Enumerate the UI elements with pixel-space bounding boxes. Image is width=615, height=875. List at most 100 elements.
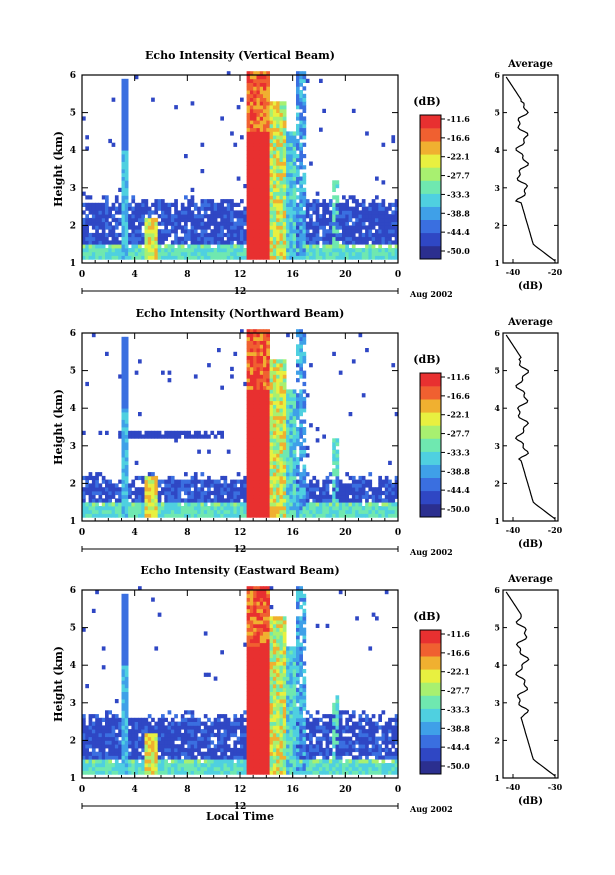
heatmap-cell bbox=[249, 479, 254, 484]
heatmap-cell bbox=[266, 487, 270, 492]
heatmap-cell bbox=[203, 721, 208, 726]
heatmap-cell bbox=[233, 210, 238, 215]
heatmap-cell bbox=[138, 717, 142, 722]
heatmap-cell bbox=[342, 255, 346, 260]
heatmap-cell bbox=[180, 217, 185, 223]
colorbar-frame bbox=[419, 114, 442, 260]
heatmap-cell bbox=[259, 665, 264, 670]
heatmap-cell bbox=[108, 248, 112, 253]
heatmap-cell bbox=[335, 509, 340, 514]
heatmap-cell bbox=[302, 97, 307, 102]
heatmap-cell bbox=[269, 363, 274, 368]
heatmap-cell bbox=[279, 506, 284, 511]
heatmap-cell bbox=[328, 240, 333, 245]
heatmap-cell bbox=[217, 513, 221, 518]
heatmap-cell bbox=[240, 479, 244, 484]
heatmap-cell bbox=[328, 199, 333, 204]
heatmap-cell bbox=[124, 770, 129, 775]
heatmap-cell bbox=[259, 453, 264, 458]
heatmap-cell bbox=[246, 225, 251, 230]
heatmap-cell bbox=[174, 229, 178, 234]
heatmap-cell bbox=[141, 240, 145, 245]
heatmap-cell bbox=[164, 725, 168, 730]
heatmap-cell bbox=[263, 146, 267, 151]
heatmap-cell bbox=[138, 202, 142, 207]
heatmap-cell bbox=[200, 494, 205, 499]
heatmap-cell bbox=[128, 759, 132, 764]
heatmap-cell bbox=[263, 509, 267, 514]
heatmap-cell bbox=[279, 108, 284, 113]
heatmap-cell bbox=[296, 210, 300, 215]
heatmap-cell bbox=[220, 759, 224, 764]
heatmap-cell bbox=[124, 236, 129, 241]
heatmap-cell bbox=[217, 725, 221, 730]
heatmap-cell bbox=[243, 766, 247, 771]
heatmap-cell bbox=[138, 770, 142, 775]
heatmap-cell bbox=[279, 251, 284, 256]
heatmap-cell bbox=[98, 206, 103, 211]
heatmap-cell bbox=[286, 434, 290, 439]
heatmap-cell bbox=[309, 487, 313, 492]
heatmap-cell bbox=[105, 763, 109, 768]
heatmap-cell bbox=[114, 759, 119, 764]
heatmap-cell bbox=[128, 214, 132, 219]
heatmap-cell bbox=[210, 255, 215, 260]
heatmap-cell bbox=[217, 759, 221, 764]
heatmap-cell bbox=[348, 214, 353, 219]
heatmap-cell bbox=[203, 225, 208, 230]
heatmap-cell bbox=[276, 236, 280, 241]
heatmap-cell bbox=[91, 732, 96, 738]
heatmap-cell bbox=[299, 142, 303, 147]
heatmap-cell bbox=[124, 419, 129, 424]
heatmap-cell bbox=[322, 225, 326, 230]
heatmap-cell bbox=[121, 127, 126, 132]
heatmap-cell bbox=[91, 475, 96, 481]
panel-2: Echo Intensity (Eastward Beam)123456Heig… bbox=[52, 564, 563, 823]
heatmap-cell bbox=[236, 736, 241, 741]
heatmap-cell bbox=[134, 370, 139, 375]
heatmap-cell bbox=[108, 513, 112, 518]
heatmap-cell bbox=[121, 229, 126, 234]
heatmap-cell bbox=[91, 744, 96, 749]
heatmap-cell bbox=[118, 766, 122, 771]
heatmap-cell bbox=[286, 400, 290, 405]
heatmap-cell bbox=[151, 244, 155, 249]
heatmap-cell bbox=[121, 627, 126, 632]
heatmap-cell bbox=[263, 90, 267, 95]
heatmap-cell bbox=[266, 381, 270, 387]
heatmap-cell bbox=[240, 217, 244, 223]
heatmap-cell bbox=[253, 487, 257, 492]
heatmap-cell bbox=[384, 217, 389, 223]
heatmap-cell bbox=[332, 236, 336, 241]
heatmap-cell bbox=[121, 150, 126, 155]
heatmap-cell bbox=[167, 248, 172, 253]
heatmap-cell bbox=[236, 244, 241, 249]
heatmap-cell bbox=[263, 199, 267, 204]
heatmap-cell bbox=[111, 248, 116, 253]
heatmap-cell bbox=[302, 475, 307, 481]
heatmap-cell bbox=[249, 457, 254, 462]
heatmap-cell bbox=[147, 755, 152, 760]
heatmap-cell bbox=[243, 381, 247, 387]
heatmap-cell bbox=[121, 695, 126, 700]
heatmap-cell bbox=[292, 502, 297, 507]
heatmap-cell bbox=[108, 494, 112, 499]
heatmap-cell bbox=[286, 232, 290, 238]
heatmap-cell bbox=[263, 355, 267, 360]
x-tick-label: 4 bbox=[132, 528, 138, 538]
heatmap-cell bbox=[358, 214, 363, 219]
heatmap-cell bbox=[269, 176, 274, 181]
heatmap-cell bbox=[266, 112, 270, 117]
heatmap-cell bbox=[95, 479, 99, 484]
heatmap-cell bbox=[193, 502, 198, 507]
heatmap-cell bbox=[223, 714, 228, 719]
heatmap-cell bbox=[98, 483, 103, 488]
heatmap-cell bbox=[184, 498, 188, 503]
heatmap-cell bbox=[286, 161, 290, 166]
heatmap-cell bbox=[384, 255, 389, 260]
heatmap-cell bbox=[286, 333, 290, 338]
heatmap-cell bbox=[286, 214, 290, 219]
heatmap-cell bbox=[124, 472, 129, 477]
heatmap-cell bbox=[128, 763, 132, 768]
heatmap-cell bbox=[121, 389, 126, 394]
